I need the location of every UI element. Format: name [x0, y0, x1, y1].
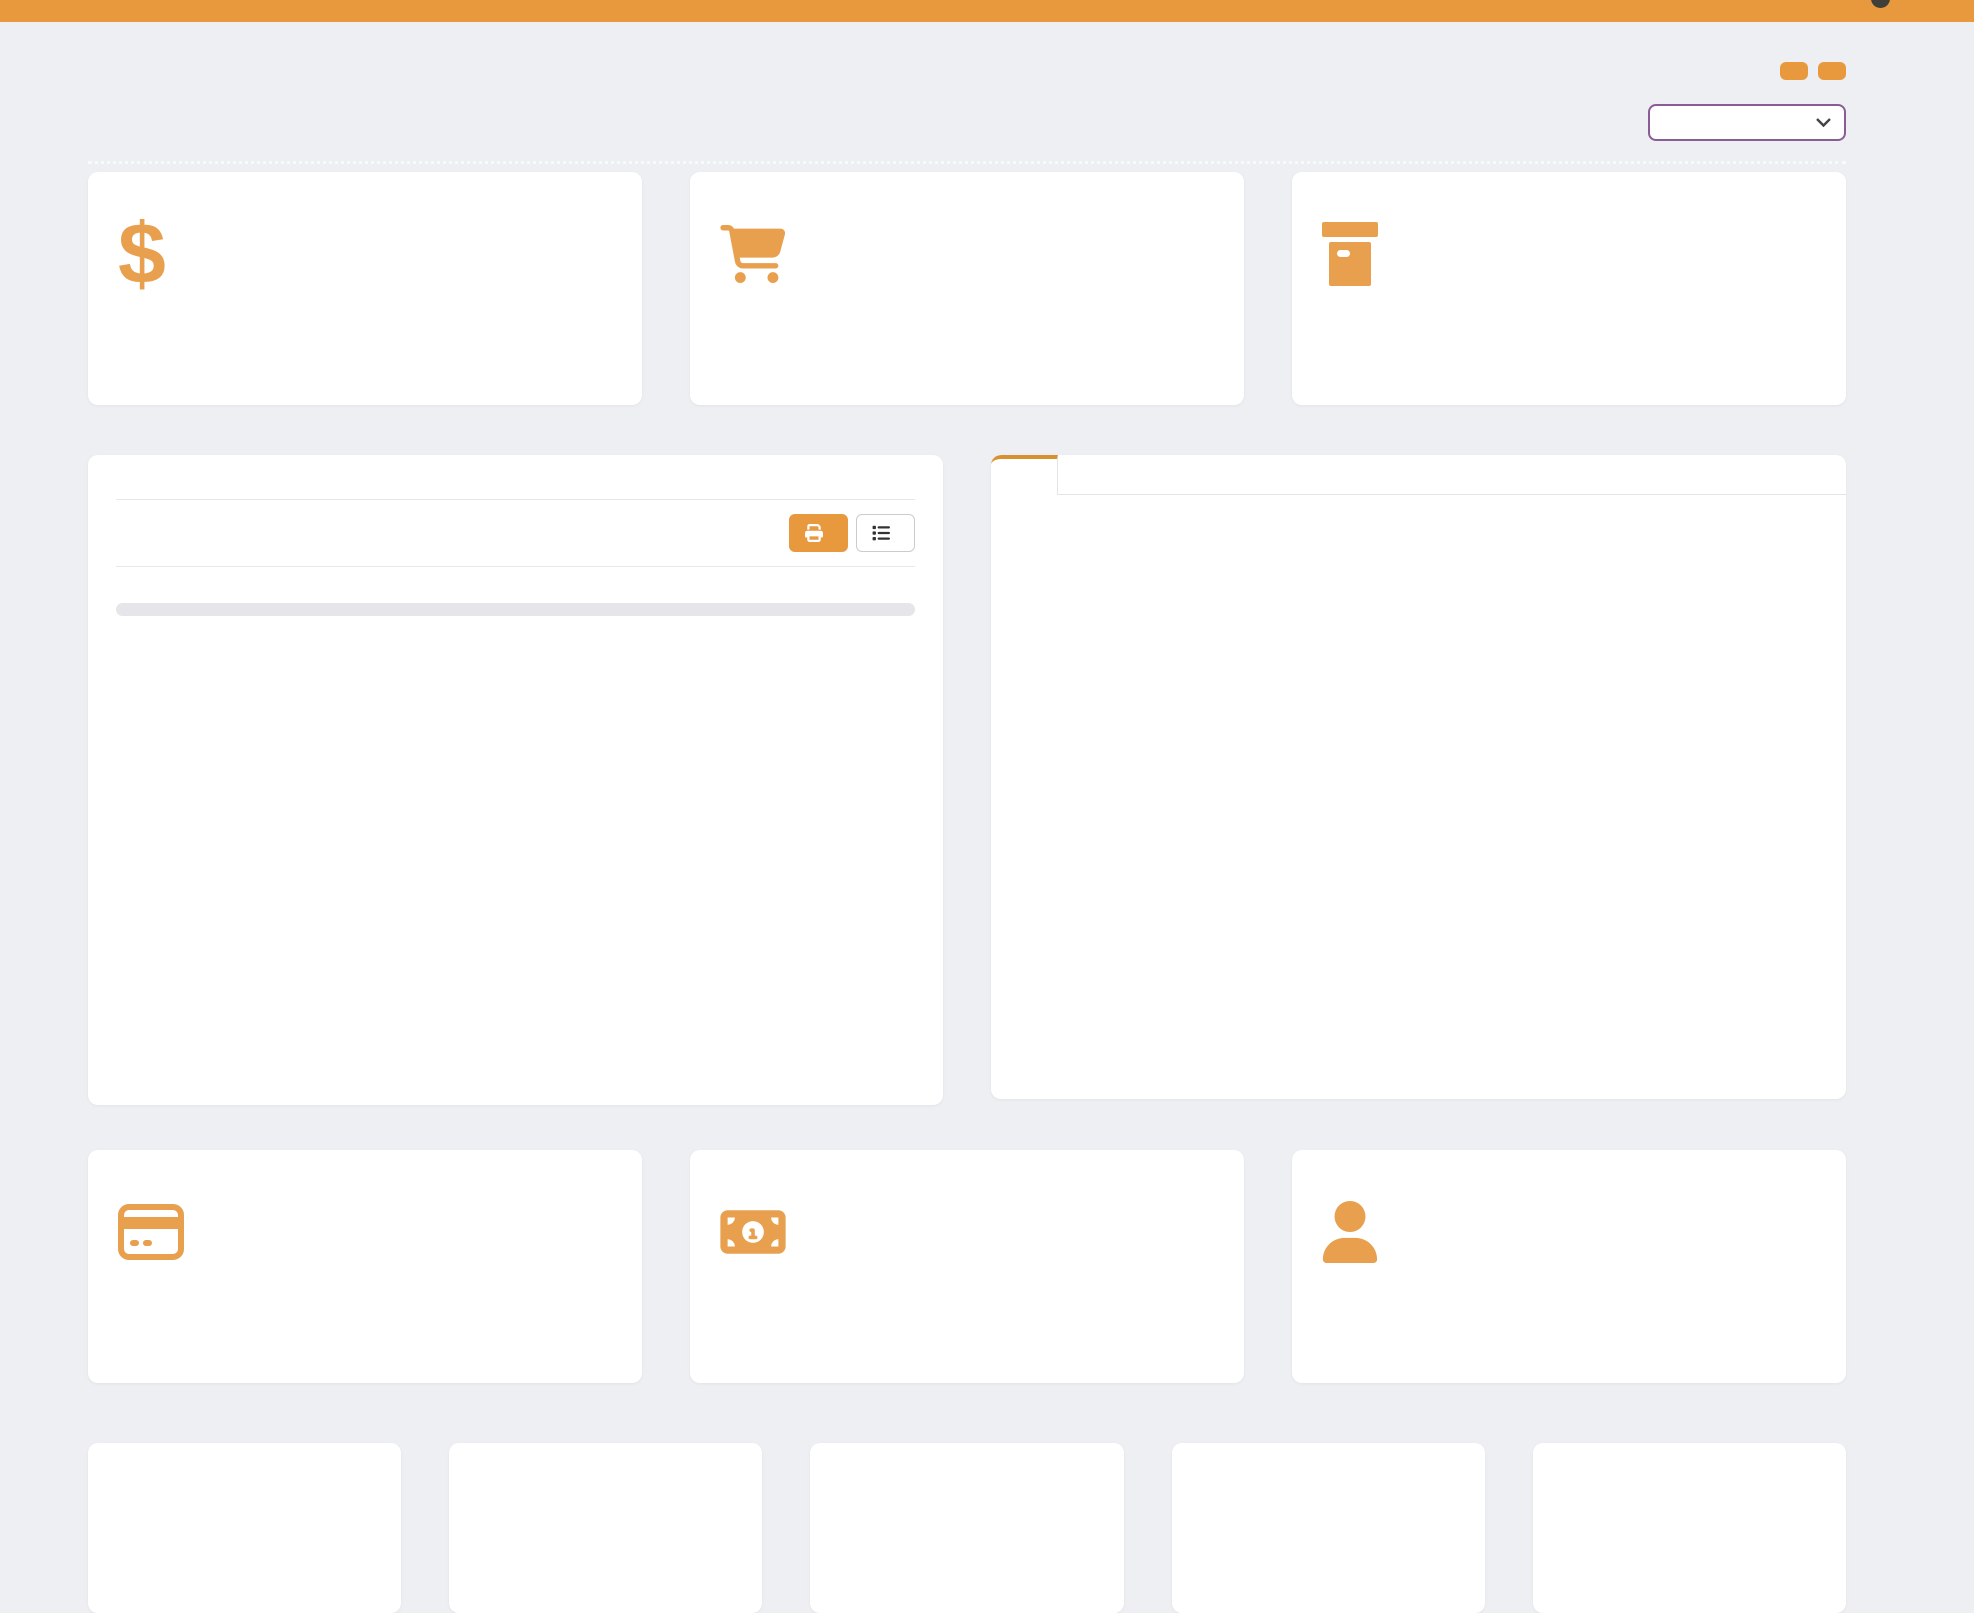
company-badge[interactable]: [1818, 62, 1846, 80]
tab-vendas-no-mes[interactable]: [991, 455, 1058, 495]
total-value: [1811, 1188, 1816, 1228]
produtos-card: [449, 1443, 762, 1613]
sales-chart-panel: [991, 455, 1846, 1099]
recebimentos-card: [690, 1150, 1244, 1383]
print-button[interactable]: [789, 514, 848, 552]
list-icon: [872, 524, 890, 542]
clientes-em-atraso-card: [1292, 1150, 1846, 1383]
money-bill-icon: [720, 1203, 786, 1261]
storage-box-icon: [1322, 222, 1378, 286]
table-scrollbar[interactable]: [116, 603, 915, 616]
store-badge[interactable]: [1780, 62, 1808, 80]
total-value: [1209, 1188, 1214, 1228]
pagamentos-card: [88, 1150, 642, 1383]
printer-icon: [805, 524, 823, 542]
top-navbar: [0, 0, 1974, 22]
total-value: [607, 210, 612, 250]
caixa-card: $: [88, 172, 642, 405]
vendas-card: [690, 172, 1244, 405]
birthdays-panel: [88, 455, 943, 1105]
month-select[interactable]: [1648, 104, 1846, 141]
shopping-cart-icon: [720, 225, 786, 283]
user-icon: [1322, 1201, 1378, 1263]
vendedores-card: [1533, 1443, 1846, 1613]
header-badges: [1780, 62, 1846, 80]
fornecedores-card: [810, 1443, 1123, 1613]
user-menu-icon[interactable]: [1871, 0, 1890, 8]
clientes-card: [88, 1443, 401, 1613]
birthday-table: [116, 567, 915, 616]
total-value: [1209, 210, 1214, 250]
tab-vendas-por-vendedor[interactable]: [1058, 455, 1124, 495]
estoque-card: [1292, 172, 1846, 405]
divider: [116, 499, 915, 500]
credit-card-icon: [118, 1204, 184, 1260]
chevron-down-icon: [1815, 117, 1832, 128]
table-header: [116, 567, 915, 595]
usuarios-card: [1172, 1443, 1485, 1613]
sales-chart: [1015, 549, 1821, 1049]
total-value: [607, 1188, 612, 1228]
total-value: [1811, 210, 1816, 250]
dollar-icon: $: [118, 214, 166, 294]
chart-tabs: [991, 455, 1846, 495]
ficha-button[interactable]: [856, 514, 915, 552]
